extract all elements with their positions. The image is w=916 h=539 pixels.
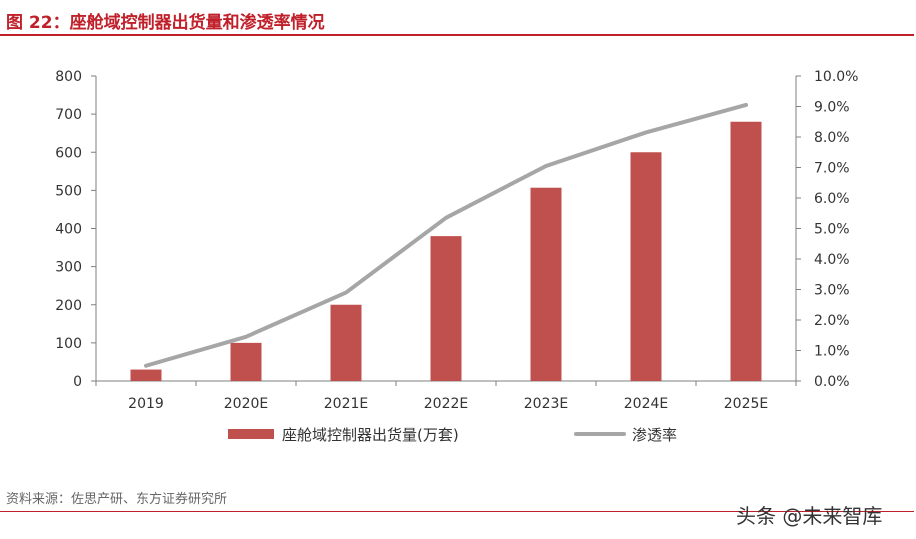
right-tick-label: 0.0% [814, 374, 850, 390]
x-tick-label: 2024E [624, 396, 668, 412]
bar [630, 152, 662, 381]
x-tick-label: 2019 [128, 396, 164, 412]
penetration-line [144, 102, 748, 368]
footer-divider [0, 511, 914, 512]
right-tick-label: 8.0% [814, 130, 850, 146]
x-tick-label: 2023E [524, 396, 568, 412]
legend-bar-label: 座舱域控制器出货量(万套) [282, 426, 459, 444]
combo-chart: 0 100 200 300 400 500 600 700 800 0.0% 1.0% 2.0% 3.0… [55, 69, 858, 444]
bar [530, 187, 562, 381]
left-tick-label: 0 [73, 374, 82, 390]
legend-bar-swatch [228, 429, 274, 439]
left-tick-label: 400 [55, 222, 82, 238]
figure-title: 图 22：座舱域控制器出货量和渗透率情况 [6, 13, 325, 33]
left-tick-label: 200 [55, 298, 82, 314]
bar [330, 304, 362, 381]
right-tick-label: 2.0% [814, 313, 850, 329]
x-tick-label: 2022E [424, 396, 468, 412]
right-tick-label: 10.0% [814, 69, 858, 85]
left-tick-label: 700 [55, 107, 82, 123]
right-tick-label: 3.0% [814, 283, 850, 299]
bar [430, 236, 462, 381]
right-tick-label: 5.0% [814, 222, 850, 238]
right-tick-label: 4.0% [814, 252, 850, 268]
x-tick-label: 2020E [224, 396, 268, 412]
bar [130, 369, 162, 381]
right-tick-label: 6.0% [814, 191, 850, 207]
title-divider [0, 34, 914, 36]
legend-line-label: 渗透率 [632, 426, 677, 444]
right-tick-label: 7.0% [814, 161, 850, 177]
watermark: 头条 @未来智库 [736, 504, 883, 528]
right-tick-label: 9.0% [814, 100, 850, 116]
bar [730, 121, 762, 381]
right-tick-label: 1.0% [814, 344, 850, 360]
x-tick-label: 2021E [324, 396, 368, 412]
x-tick-label: 2025E [724, 396, 768, 412]
left-tick-label: 500 [55, 183, 82, 199]
source-note: 资料来源：佐思产研、东方证券研究所 [6, 492, 228, 507]
left-tick-label: 800 [55, 69, 82, 85]
bar [230, 342, 262, 381]
left-tick-label: 100 [55, 336, 82, 352]
left-tick-label: 300 [55, 260, 82, 276]
left-tick-label: 600 [55, 145, 82, 161]
